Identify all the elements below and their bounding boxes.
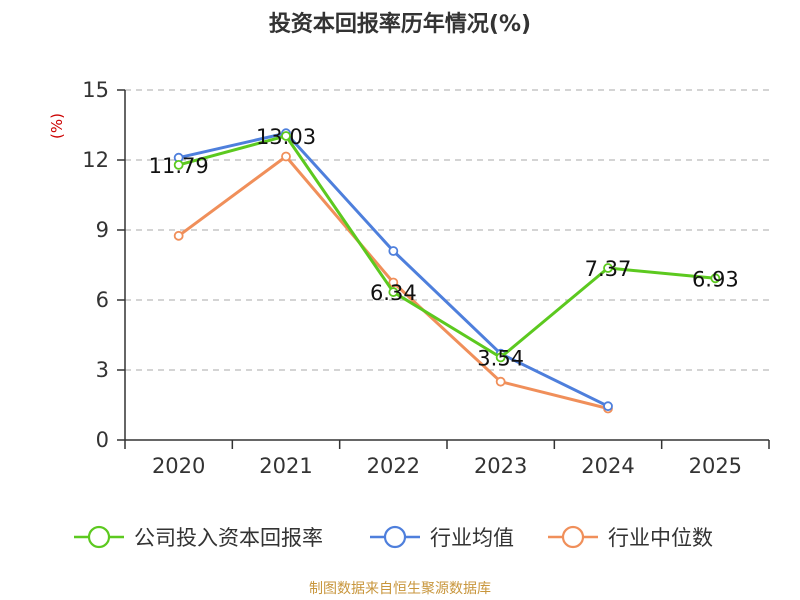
data-label: 6.34 — [370, 281, 417, 305]
y-axis-label: (%) — [48, 113, 66, 139]
x-tick-label: 2020 — [152, 454, 205, 478]
data-point — [173, 159, 184, 170]
data-label: 11.79 — [149, 154, 209, 178]
data-point — [495, 376, 506, 387]
axes — [117, 89, 770, 449]
legend-label: 行业中位数 — [608, 526, 713, 550]
x-tick-labels: 2020 2021 2022 2023 2024 2025 — [152, 454, 742, 478]
legend-marker — [87, 525, 111, 549]
series-group — [173, 128, 721, 414]
data-point — [173, 230, 184, 241]
x-tick-label: 2022 — [367, 454, 420, 478]
data-point — [603, 401, 613, 412]
data-point — [603, 263, 613, 273]
series-line — [178, 131, 609, 408]
source-note: 制图数据来自恒生聚源数据库 — [309, 581, 491, 597]
series-line — [178, 134, 716, 359]
legend-marker — [561, 525, 585, 549]
legend-label: 行业均值 — [430, 526, 514, 550]
data-point — [388, 287, 399, 297]
chart-title: 投资本回报率历年情况(%) — [268, 12, 532, 37]
data-point — [388, 246, 399, 256]
data-point — [495, 352, 506, 363]
legend-marker — [383, 525, 407, 549]
y-tick-label: 6 — [96, 288, 109, 312]
x-tick-label: 2021 — [259, 454, 312, 478]
x-tick-label: 2023 — [474, 454, 527, 478]
data-point — [388, 277, 399, 288]
y-tick-label: 3 — [96, 358, 109, 382]
y-tick-label: 15 — [82, 78, 109, 102]
data-label: 6.93 — [692, 267, 739, 291]
data-point — [710, 273, 721, 284]
x-tick-label: 2024 — [581, 454, 634, 478]
y-tick-label: 12 — [82, 148, 109, 172]
data-label: 7.37 — [585, 257, 632, 281]
legend: 公司投入资本回报率 行业均值 行业中位数 — [74, 525, 713, 550]
legend-label: 公司投入资本回报率 — [134, 526, 323, 550]
data-label: 3.54 — [477, 346, 524, 370]
data-labels: 11.79 13.03 6.34 3.54 7.37 6.93 — [149, 125, 739, 370]
grid-lines — [125, 89, 769, 371]
x-tick-label: 2025 — [689, 454, 742, 478]
y-tick-label: 0 — [96, 428, 109, 452]
data-point — [281, 151, 291, 162]
data-label: 13.03 — [256, 125, 316, 149]
data-point — [281, 131, 291, 141]
y-tick-labels: 0 3 6 9 12 15 — [82, 78, 109, 452]
y-tick-label: 9 — [96, 218, 109, 242]
